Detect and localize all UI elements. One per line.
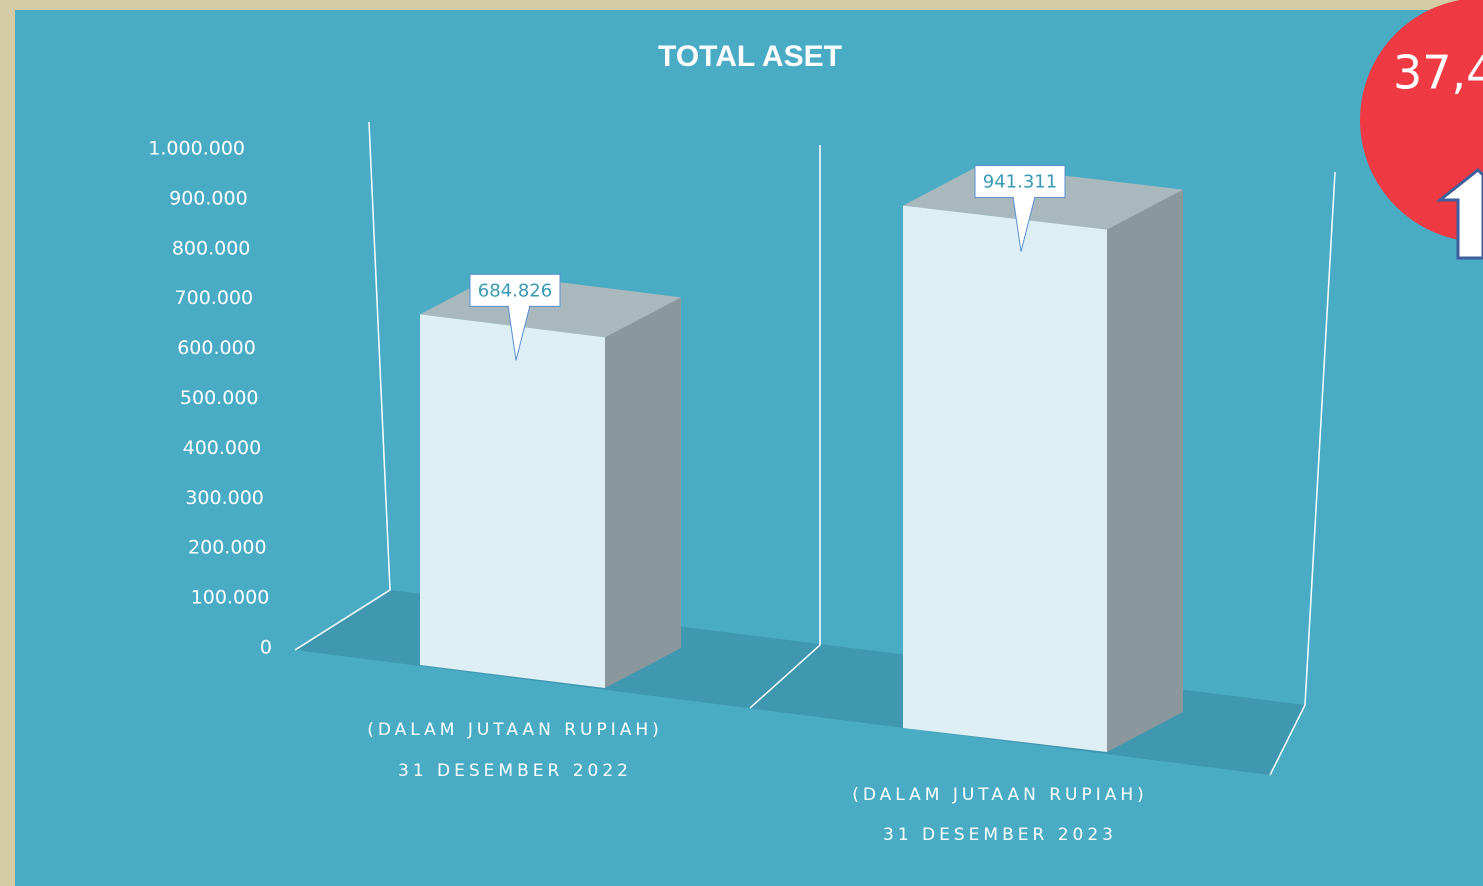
y-tick-label: 0 xyxy=(260,637,272,659)
x-tick-label: (DALAM JUTAAN RUPIAH) xyxy=(367,720,663,740)
data-label: 684.826 xyxy=(478,280,552,301)
bar xyxy=(903,165,1183,752)
walls xyxy=(294,121,1336,776)
x-tick-label: 31 DESEMBER 2022 xyxy=(398,761,632,781)
y-tick-label: 1.000.000 xyxy=(148,138,245,160)
y-tick-label: 600.000 xyxy=(177,337,256,359)
callout-cover xyxy=(509,304,529,308)
y-tick-label: 700.000 xyxy=(175,287,254,309)
y-tick-label: 300.000 xyxy=(185,487,264,509)
y-tick-label: 500.000 xyxy=(180,387,259,409)
callout-box xyxy=(469,273,561,307)
bar-front xyxy=(420,314,605,688)
x-tick-label: (DALAM JUTAAN RUPIAH) xyxy=(852,785,1148,805)
bar-side xyxy=(1107,189,1183,752)
badge xyxy=(1360,0,1483,242)
bar xyxy=(420,274,681,688)
y-tick-label: 800.000 xyxy=(172,237,251,259)
callout-box xyxy=(974,165,1066,199)
chart-title: TOTAL ASET xyxy=(658,40,842,73)
callout-cover xyxy=(1014,195,1034,199)
y-tick-label: 200.000 xyxy=(188,537,267,559)
arrow-icon xyxy=(1435,167,1483,260)
callout-pointer xyxy=(507,305,531,361)
y-tick-label: 900.000 xyxy=(169,187,248,209)
badge-text: 37,4 xyxy=(1393,46,1483,100)
y-tick-label: 400.000 xyxy=(183,437,262,459)
bar-front xyxy=(903,205,1107,752)
x-tick-label: 31 DESEMBER 2023 xyxy=(883,825,1117,845)
bar-side xyxy=(605,297,681,688)
y-tick-label: 100.000 xyxy=(191,587,270,609)
data-label: 941.311 xyxy=(983,172,1057,193)
callout-pointer xyxy=(1012,196,1036,252)
